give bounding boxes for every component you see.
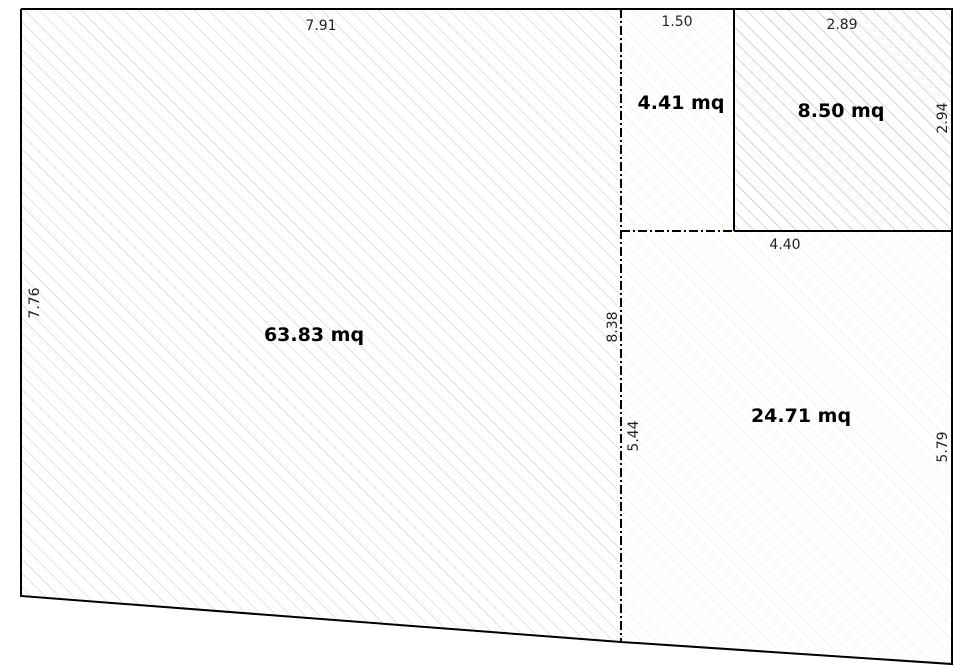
area-green-top: 8.50 mq	[798, 100, 885, 122]
area-bottom-right: 24.71 mq	[751, 405, 851, 427]
dim-main-width: 7.91	[305, 18, 336, 34]
area-small-top: 4.41 mq	[638, 92, 725, 114]
dim-bottom-width: 4.40	[769, 237, 800, 253]
dim-small-width: 1.50	[661, 14, 692, 30]
dim-green-width: 2.89	[826, 17, 857, 33]
dim-divider-total: 8.38	[605, 311, 621, 342]
room-main	[21, 9, 621, 642]
room-small-top	[621, 9, 734, 231]
outer-boundary	[20, 8, 953, 666]
dim-green-height: 2.94	[935, 102, 951, 133]
room-bottom-right	[621, 231, 952, 664]
dim-bottom-left: 5.44	[626, 420, 642, 451]
room-green-top	[734, 9, 952, 231]
area-main: 63.83 mq	[264, 324, 364, 346]
dim-bottom-right: 5.79	[935, 431, 951, 462]
dim-main-height: 7.76	[27, 287, 43, 318]
